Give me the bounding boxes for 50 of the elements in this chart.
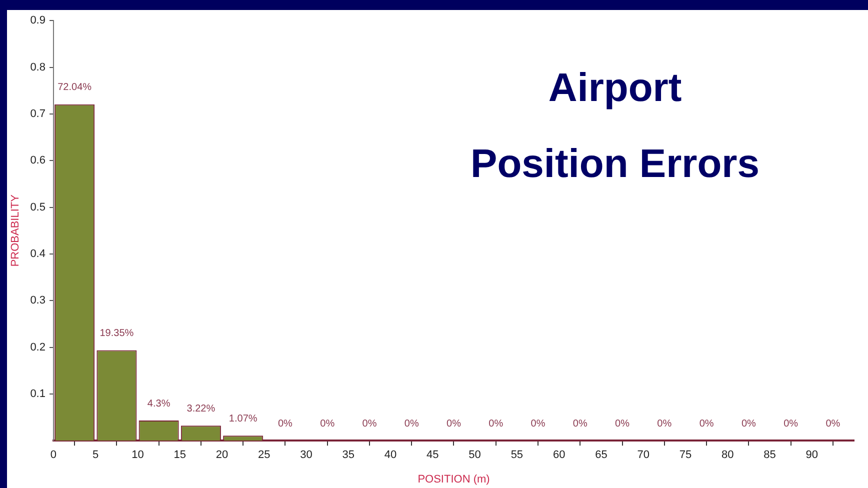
data-label: 0% [362,418,377,430]
x-tick-label: 80 [721,449,734,462]
x-tick-label: 25 [258,449,270,462]
y-tick-label: 0.3 [30,294,46,307]
x-tick-label: 0 [50,449,57,462]
y-tick-label: 0.4 [30,248,46,260]
x-tick-label: 60 [552,449,566,462]
data-label: 0% [446,418,462,430]
data-label: 0% [784,418,798,430]
x-tick-label: 75 [679,449,692,462]
x-tick-label: 30 [300,449,312,462]
x-tick-label: 5 [92,449,99,462]
y-tick-label: 0.9 [30,14,46,27]
x-tick-label: 35 [342,449,355,462]
y-tick-label: 0.8 [30,61,46,74]
x-tick-label: 65 [595,449,608,462]
x-tick-label: 15 [174,449,186,462]
x-tick-label: 90 [806,449,818,462]
data-label: 0% [278,418,293,430]
x-tick-label: 55 [510,449,524,462]
data-label: 0% [572,418,588,430]
data-label: 0% [320,418,335,430]
x-tick-label: 85 [764,449,776,462]
x-tick-label: 50 [468,449,481,462]
x-tick-label: 10 [132,449,144,462]
data-label: 0% [826,418,840,430]
x-tick-label: 70 [637,449,650,462]
data-label: 19.35% [100,328,134,340]
y-tick-label: 0.2 [30,341,46,354]
data-label: 4.3% [147,398,170,410]
data-label: 1.07% [228,413,258,424]
x-tick-label: 20 [216,449,228,462]
data-label: 0% [404,418,419,430]
y-tick-label: 0.7 [30,108,46,120]
x-tick-label: 45 [426,449,439,462]
y-tick-label: 0.6 [30,154,46,167]
x-axis-title: POSITION (m) [418,473,490,486]
data-label: 0% [657,418,672,430]
y-tick-label: 0.1 [30,388,46,400]
data-label: 0% [530,418,546,430]
y-axis-title: PROBABILITY [10,194,22,267]
y-tick-label: 0.5 [30,201,46,214]
data-label: 0% [615,418,630,430]
text: Airport Position Errors [470,65,760,188]
data-label: 0% [741,418,756,430]
x-tick-label: 40 [384,449,397,462]
data-label: 3.22% [186,403,216,414]
data-label: 72.04% [58,82,92,94]
data-label: 0% [699,418,714,430]
data-label: 0% [488,418,504,430]
